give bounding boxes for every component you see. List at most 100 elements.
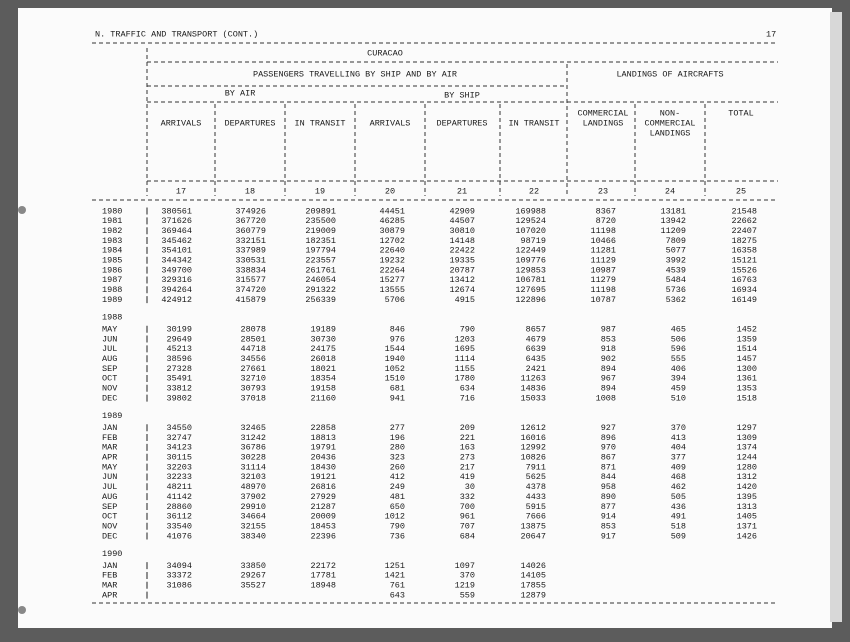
cell: 413 [671, 433, 686, 443]
row-label: APR [102, 453, 117, 463]
cell: 10787 [590, 295, 616, 305]
cell: 19189 [310, 324, 336, 334]
cell: 217 [460, 462, 475, 472]
cell: 1097 [455, 561, 475, 571]
cell: 24175 [310, 344, 336, 354]
cell: 33850 [240, 561, 266, 571]
cell: 11209 [660, 226, 686, 236]
cell: 13555 [379, 285, 405, 295]
cell: 976 [390, 334, 405, 344]
cell: 412 [390, 472, 405, 482]
cell: 223557 [305, 256, 336, 266]
cell: 2421 [526, 364, 546, 374]
column-header: DEPARTURES [224, 118, 275, 128]
row-label: AUG [102, 354, 117, 364]
cell: 505 [671, 492, 686, 502]
column-header: IN TRANSIT [294, 118, 345, 128]
cell: 31114 [240, 462, 266, 472]
cell: 30810 [449, 226, 475, 236]
cell: 559 [460, 590, 475, 600]
cell: 209891 [305, 206, 336, 216]
cell: 129853 [515, 265, 546, 275]
cell: 30199 [166, 324, 192, 334]
cell: 34123 [166, 443, 192, 453]
cell: 987 [601, 324, 616, 334]
cell: 894 [601, 364, 616, 374]
cell: 22640 [379, 246, 405, 256]
cell: 462 [671, 482, 686, 492]
row-label: FEB [102, 571, 117, 581]
row-label: OCT [102, 374, 117, 384]
cell: 7666 [526, 512, 546, 522]
cell: 196 [390, 433, 405, 443]
cell: 20787 [449, 265, 475, 275]
row-label: 1980 [102, 206, 122, 216]
cell: 17855 [520, 581, 546, 591]
cell: 370 [460, 571, 475, 581]
cell: 349700 [161, 265, 192, 275]
column-number: 17 [176, 186, 186, 196]
cell: 122449 [515, 246, 546, 256]
column-header: TOTAL [728, 108, 754, 118]
cell: 12879 [520, 590, 546, 600]
cell: 11198 [590, 285, 616, 295]
cell: 8367 [596, 206, 616, 216]
cell: 197794 [305, 246, 336, 256]
cell: 20436 [310, 453, 336, 463]
cell: 5706 [385, 295, 405, 305]
cell: 967 [601, 374, 616, 384]
cell: 41142 [166, 492, 192, 502]
row-label: 1981 [102, 216, 122, 226]
cell: 18430 [310, 462, 336, 472]
row-label: APR [102, 590, 117, 600]
cell: 109776 [515, 256, 546, 266]
row-label: 1985 [102, 256, 122, 266]
cell: 31086 [166, 581, 192, 591]
cell: 11263 [520, 374, 546, 384]
cell: 902 [601, 354, 616, 364]
cell: 22407 [731, 226, 757, 236]
page-edge [830, 12, 842, 622]
cell: 894 [601, 384, 616, 394]
page-number: 17 [766, 29, 776, 39]
cell: 27328 [166, 364, 192, 374]
cell: 16149 [731, 295, 757, 305]
cell: 374926 [235, 206, 266, 216]
cell: 716 [460, 393, 475, 403]
cell: 961 [460, 512, 475, 522]
cell: 7809 [666, 236, 686, 246]
cell: 1426 [737, 531, 757, 541]
cell: 33812 [166, 384, 192, 394]
cell: 506 [671, 334, 686, 344]
cell: 1544 [385, 344, 405, 354]
cell: 958 [601, 482, 616, 492]
cell: 163 [460, 443, 475, 453]
cell: 249 [390, 482, 405, 492]
cell: 19791 [310, 443, 336, 453]
cell: 22172 [310, 561, 336, 571]
cell: 4433 [526, 492, 546, 502]
cell: 344342 [161, 256, 192, 266]
cell: 30730 [310, 334, 336, 344]
cell: 555 [671, 354, 686, 364]
cell: 8657 [526, 324, 546, 334]
cell: 377 [671, 453, 686, 463]
cell: 1421 [385, 571, 405, 581]
binding-hole [18, 206, 26, 214]
cell: 681 [390, 384, 405, 394]
cell: 46285 [379, 216, 405, 226]
cell: 332 [460, 492, 475, 502]
row-label: 1988 [102, 285, 122, 295]
cell: 10987 [590, 265, 616, 275]
cell: 14105 [520, 571, 546, 581]
region-header: CURACAO [367, 48, 403, 58]
cell: 509 [671, 531, 686, 541]
cell: 941 [390, 393, 405, 403]
cell: 41076 [166, 531, 192, 541]
cell: 360779 [235, 226, 266, 236]
row-label: MAY [102, 462, 117, 472]
cell: 261761 [305, 265, 336, 275]
cell: 5484 [666, 275, 686, 285]
cell: 914 [601, 512, 616, 522]
